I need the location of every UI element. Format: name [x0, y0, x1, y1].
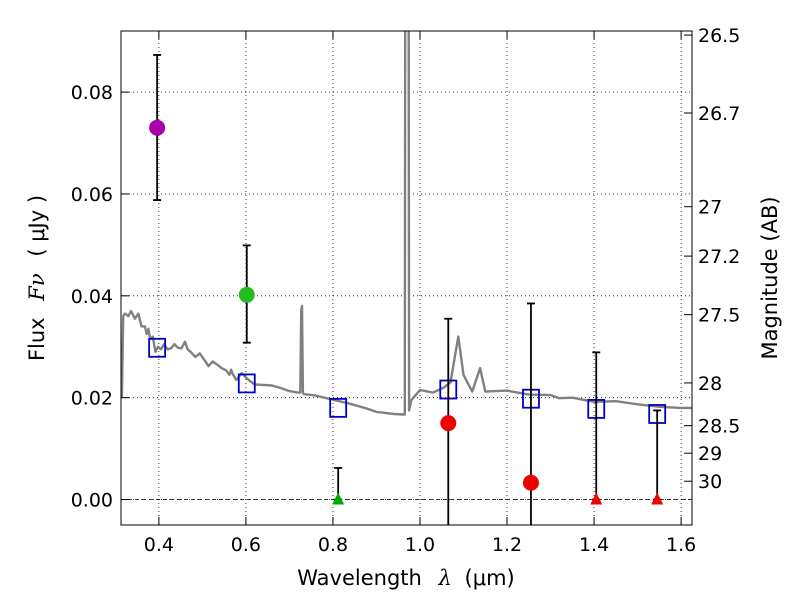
- observed-photometry-layer: [149, 54, 664, 525]
- model-photometry-square: [329, 397, 348, 418]
- y-axis-label-unit: ( μJy ): [25, 195, 49, 257]
- x-tick-label: 1.4: [579, 534, 609, 556]
- y-tick-label: 0.04: [71, 286, 113, 308]
- magnitude-tick-label: 28: [698, 373, 722, 395]
- sed-model-layer: [121, 31, 692, 416]
- magnitude-tick-label: 29: [698, 443, 722, 465]
- magnitude-axis: 26.5 26.7 27 27.2 27.5 28 28.5 29 30: [684, 25, 740, 493]
- y-tick-label: 0.08: [71, 82, 113, 104]
- sed-model-curve: [121, 31, 692, 416]
- plot-frame: [120, 30, 693, 526]
- x-tick-label: 1.2: [492, 534, 522, 556]
- upper-limit-marker: [651, 492, 664, 505]
- y-tick-label: 0.00: [71, 490, 113, 512]
- magnitude-tick-label: 28.5: [698, 416, 740, 438]
- x-axis: 0.4 0.6 0.8 1.0 1.2 1.4 1.6: [144, 31, 696, 556]
- magnitude-tick-label: 27.2: [698, 246, 740, 268]
- magnitude-tick-label: 26.7: [698, 103, 740, 125]
- observed-flux-marker: [238, 286, 255, 303]
- observed-flux-marker: [522, 474, 539, 491]
- magnitude-tick-label: 30: [698, 471, 722, 493]
- observed-flux-marker: [149, 119, 166, 136]
- y-axis-label: Flux Fν ( μJy ): [25, 195, 49, 361]
- x-axis-label-text: Wavelength: [297, 566, 422, 590]
- y-axis-label-symbol: Fν: [25, 273, 49, 302]
- x-axis-label-symbol: λ: [438, 566, 452, 590]
- model-photometry-square: [237, 373, 256, 394]
- magnitude-tick-label: 27: [698, 197, 722, 219]
- observed-flux-marker: [440, 415, 457, 432]
- x-tick-label: 1.6: [666, 534, 696, 556]
- y-axis: 0.00 0.02 0.04 0.06 0.08: [71, 82, 129, 512]
- magnitude-tick-label: 27.5: [698, 305, 740, 327]
- x-tick-label: 1.0: [405, 534, 435, 556]
- x-tick-label: 0.8: [318, 534, 348, 556]
- upper-limit-marker: [590, 492, 603, 505]
- y-tick-label: 0.06: [71, 184, 113, 206]
- y-axis-label-text: Flux: [25, 317, 49, 361]
- x-tick-label: 0.6: [231, 534, 261, 556]
- x-axis-label: Wavelength λ (μm): [297, 566, 514, 590]
- magnitude-axis-label: Magnitude (AB): [758, 196, 782, 359]
- x-axis-label-unit: (μm): [465, 566, 515, 590]
- upper-limit-marker: [332, 492, 345, 505]
- model-photometry-square: [148, 337, 167, 358]
- x-tick-label: 0.4: [144, 534, 174, 556]
- plot-area: [121, 31, 692, 525]
- magnitude-tick-label: 26.5: [698, 25, 740, 47]
- y-tick-label: 0.02: [71, 388, 113, 410]
